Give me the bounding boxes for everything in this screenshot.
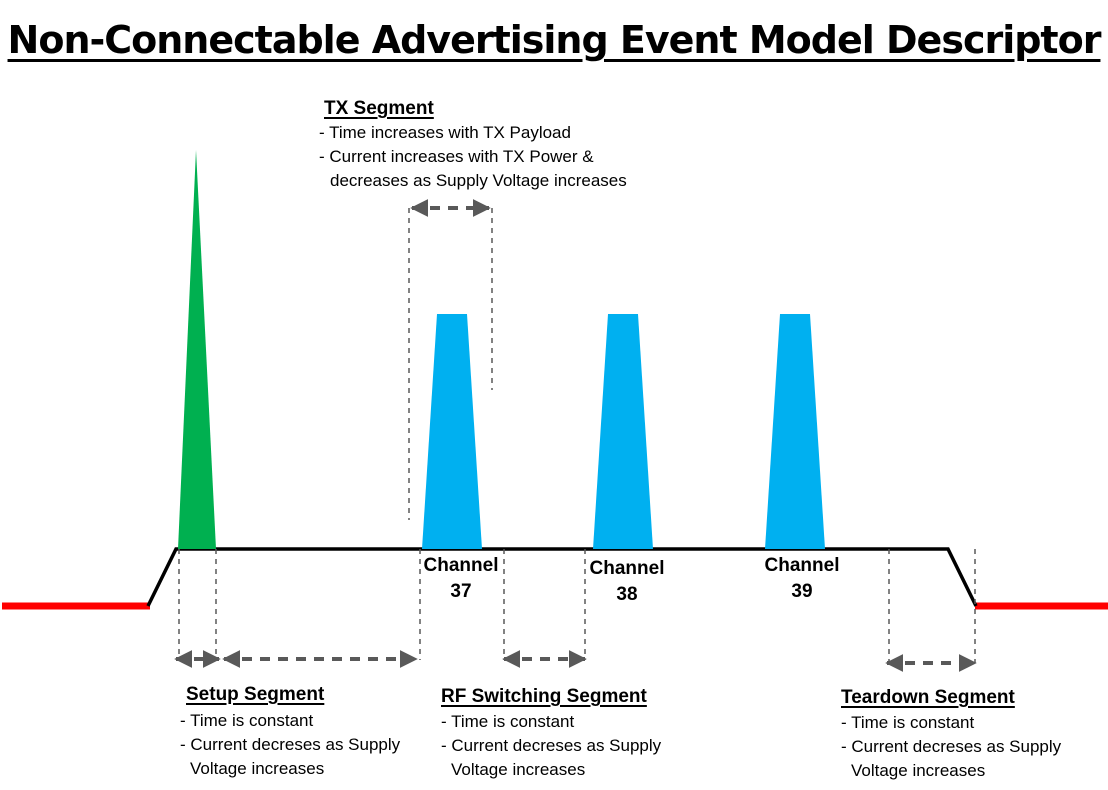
teardown-segment-line-2: - Current decreses as Supply xyxy=(841,737,1062,756)
rf-segment-heading: RF Switching Segment xyxy=(441,686,647,707)
channel-39-label: Channel 39 xyxy=(747,553,857,605)
tx-segment-heading: TX Segment xyxy=(324,98,434,119)
channel-37-number: 37 xyxy=(450,581,472,602)
rf-segment-line-3: Voltage increases xyxy=(451,760,586,779)
tx-segment-line-1: - Time increases with TX Payload xyxy=(319,123,571,142)
channel-38-word: Channel xyxy=(589,558,665,579)
channel-38-number: 38 xyxy=(616,584,638,605)
tx-segment-line-3: decreases as Supply Voltage increases xyxy=(330,171,627,190)
setup-segment-line-3: Voltage increases xyxy=(190,759,325,778)
tx-segment-line-2: - Current increases with TX Power & xyxy=(319,147,594,166)
page-title: Non-Connectable Advertising Event Model … xyxy=(7,18,1102,62)
setup-segment-line-1: - Time is constant xyxy=(180,711,314,730)
setup-segment-line-2: - Current decreses as Supply xyxy=(180,735,401,754)
teardown-segment-line-1: - Time is constant xyxy=(841,713,975,732)
tx-pulse-channel-38 xyxy=(593,314,653,549)
channel-37-word: Channel xyxy=(423,555,499,576)
rf-segment-line-2: - Current decreses as Supply xyxy=(441,736,662,755)
setup-segment-heading: Setup Segment xyxy=(186,684,325,705)
setup-spike xyxy=(178,150,216,549)
channel-37-label: Channel 37 xyxy=(406,553,516,605)
active-baseline xyxy=(146,547,978,607)
channel-39-number: 39 xyxy=(791,581,813,602)
tx-pulse-channel-39 xyxy=(765,314,825,549)
teardown-segment-line-3: Voltage increases xyxy=(851,761,986,780)
channel-38-label: Channel 38 xyxy=(572,556,682,608)
teardown-segment-heading: Teardown Segment xyxy=(841,687,1015,708)
tx-pulse-channel-37 xyxy=(422,314,482,549)
channel-39-word: Channel xyxy=(764,555,840,576)
rf-segment-line-1: - Time is constant xyxy=(441,712,575,731)
